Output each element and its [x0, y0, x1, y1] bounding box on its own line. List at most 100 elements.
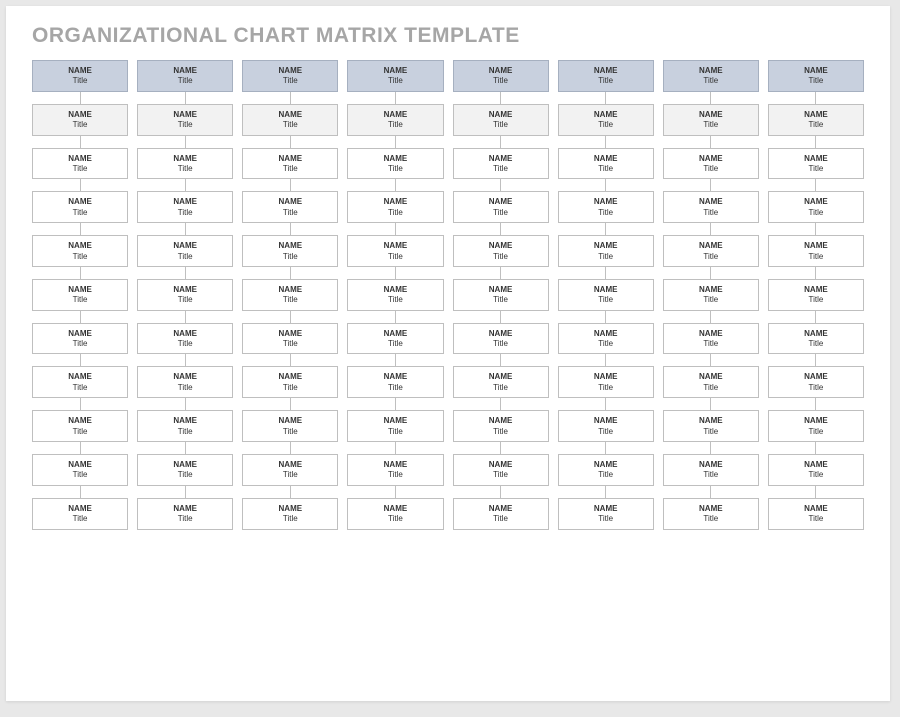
org-node: NAMETitle [453, 454, 549, 486]
node-name: NAME [769, 154, 863, 164]
node-name: NAME [243, 504, 337, 514]
org-node: NAMETitle [453, 191, 549, 223]
org-node: NAMETitle [137, 366, 233, 398]
org-node: NAMETitle [242, 148, 338, 180]
connector-line [605, 486, 606, 498]
org-node: NAMETitle [347, 279, 443, 311]
org-column: NAMETitleNAMETitleNAMETitleNAMETitleNAME… [137, 60, 233, 530]
connector-line [815, 179, 816, 191]
connector-line [395, 442, 396, 454]
node-title: Title [454, 514, 548, 524]
connector-line [290, 311, 291, 323]
connector-line [80, 136, 81, 148]
node-name: NAME [769, 416, 863, 426]
node-title: Title [348, 514, 442, 524]
org-node: NAMETitle [768, 498, 864, 530]
org-chart-matrix: NAMETitleNAMETitleNAMETitleNAMETitleNAME… [32, 60, 864, 530]
connector-line [80, 398, 81, 410]
node-name: NAME [138, 504, 232, 514]
org-header-node: NAMETitle [453, 60, 549, 92]
connector-line [605, 179, 606, 191]
connector-line [815, 398, 816, 410]
node-name: NAME [138, 285, 232, 295]
org-node: NAMETitle [768, 410, 864, 442]
node-title: Title [769, 208, 863, 218]
node-name: NAME [559, 154, 653, 164]
node-title: Title [33, 339, 127, 349]
node-title: Title [769, 514, 863, 524]
connector-line [80, 311, 81, 323]
node-title: Title [33, 76, 127, 86]
org-subhead-node: NAMETitle [347, 104, 443, 136]
node-name: NAME [769, 504, 863, 514]
org-node: NAMETitle [453, 279, 549, 311]
org-header-node: NAMETitle [558, 60, 654, 92]
connector-line [185, 267, 186, 279]
org-node: NAMETitle [242, 279, 338, 311]
org-node: NAMETitle [663, 366, 759, 398]
node-name: NAME [769, 372, 863, 382]
org-subhead-node: NAMETitle [558, 104, 654, 136]
connector-line [500, 223, 501, 235]
node-title: Title [138, 339, 232, 349]
node-name: NAME [243, 197, 337, 207]
node-name: NAME [559, 285, 653, 295]
node-title: Title [138, 470, 232, 480]
org-node: NAMETitle [137, 323, 233, 355]
node-name: NAME [559, 241, 653, 251]
connector-line [605, 398, 606, 410]
node-name: NAME [559, 460, 653, 470]
connector-line [395, 486, 396, 498]
node-title: Title [664, 208, 758, 218]
org-node: NAMETitle [663, 235, 759, 267]
node-title: Title [664, 470, 758, 480]
node-title: Title [454, 208, 548, 218]
node-name: NAME [33, 372, 127, 382]
node-name: NAME [33, 329, 127, 339]
node-title: Title [138, 383, 232, 393]
node-title: Title [559, 470, 653, 480]
node-title: Title [348, 76, 442, 86]
connector-line [290, 179, 291, 191]
connector-line [290, 136, 291, 148]
node-name: NAME [33, 504, 127, 514]
connector-line [815, 311, 816, 323]
node-name: NAME [559, 416, 653, 426]
node-name: NAME [33, 460, 127, 470]
org-node: NAMETitle [453, 366, 549, 398]
connector-line [710, 442, 711, 454]
node-title: Title [664, 383, 758, 393]
org-node: NAMETitle [558, 235, 654, 267]
node-title: Title [33, 470, 127, 480]
org-node: NAMETitle [137, 410, 233, 442]
org-node: NAMETitle [137, 191, 233, 223]
node-name: NAME [138, 416, 232, 426]
node-title: Title [664, 120, 758, 130]
node-title: Title [138, 120, 232, 130]
connector-line [815, 223, 816, 235]
org-node: NAMETitle [32, 498, 128, 530]
node-name: NAME [769, 241, 863, 251]
connector-line [395, 267, 396, 279]
org-node: NAMETitle [32, 410, 128, 442]
org-node: NAMETitle [32, 454, 128, 486]
org-header-node: NAMETitle [663, 60, 759, 92]
org-subhead-node: NAMETitle [137, 104, 233, 136]
node-title: Title [348, 252, 442, 262]
node-title: Title [243, 252, 337, 262]
node-title: Title [454, 76, 548, 86]
org-node: NAMETitle [558, 279, 654, 311]
node-title: Title [348, 208, 442, 218]
node-name: NAME [138, 329, 232, 339]
connector-line [80, 354, 81, 366]
node-name: NAME [243, 329, 337, 339]
connector-line [80, 267, 81, 279]
org-node: NAMETitle [242, 454, 338, 486]
node-name: NAME [348, 285, 442, 295]
node-name: NAME [454, 329, 548, 339]
connector-line [500, 311, 501, 323]
node-title: Title [559, 295, 653, 305]
node-name: NAME [454, 460, 548, 470]
node-title: Title [664, 427, 758, 437]
node-name: NAME [348, 372, 442, 382]
